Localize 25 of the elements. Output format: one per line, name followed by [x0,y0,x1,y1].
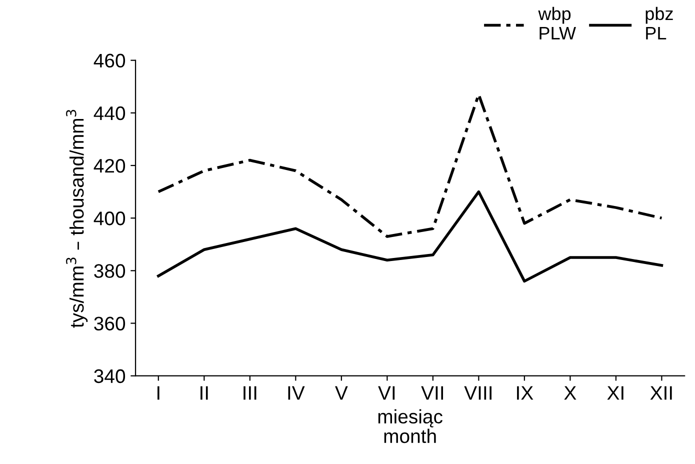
x-tick-label: VII [421,386,444,400]
x-tick-label: IV [288,386,305,400]
x-axis-title: miesiąc month [378,409,442,444]
line-series [157,93,664,238]
x-tick-label: VIII [464,386,492,400]
x-tick-label: IX [517,386,534,400]
y-tick-label: 400 [94,212,126,226]
y-tick-label: 440 [94,106,126,120]
line-series [157,190,664,283]
legend-label: wbp PLW [538,6,576,40]
x-tick-label: II [200,386,208,400]
x-tick-label: XII [650,386,672,400]
x-tick-label: XI [607,386,624,400]
legend-label: pbz PL [646,6,673,40]
y-tick-label: 360 [94,316,126,330]
y-tick-label: 340 [94,369,126,384]
y-tick-label: 420 [94,158,126,173]
x-tick-label: X [564,386,576,400]
x-tick-label: V [335,386,348,400]
y-tick-label: 380 [94,264,126,278]
x-tick-label: III [244,386,256,400]
y-tick-label: 460 [94,54,126,68]
y-axis-title: tys/mm$^{3}$ – thousand/mm$^{3}$ [66,110,88,328]
x-tick-label: I [157,386,160,400]
x-tick-label: VI [378,386,395,400]
